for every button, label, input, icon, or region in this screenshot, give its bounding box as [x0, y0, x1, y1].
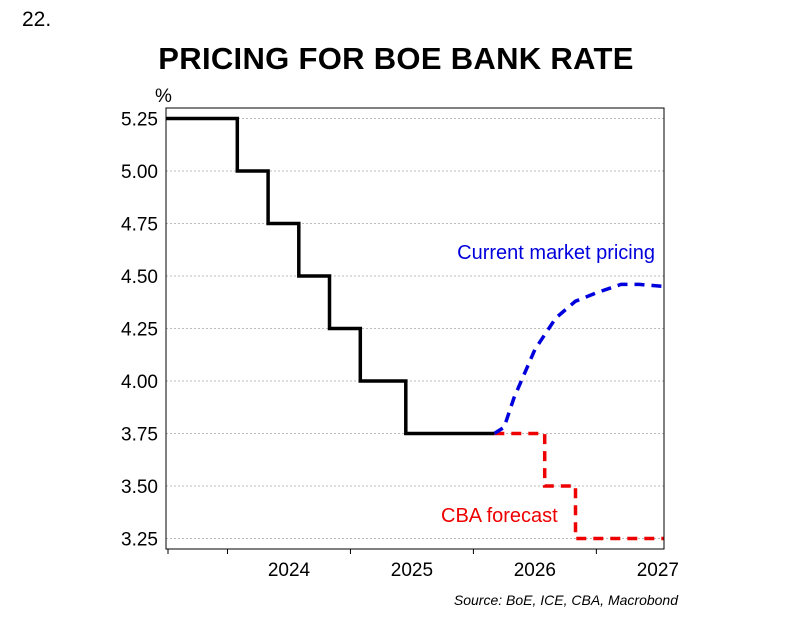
series-lines — [166, 116, 665, 541]
y-tick-label: 4.00 — [121, 372, 158, 393]
y-tick-label: 5.25 — [121, 110, 158, 131]
y-tick-label: 4.50 — [121, 267, 158, 288]
figure-number: 22. — [22, 8, 52, 31]
x-tick-label: 2026 — [514, 560, 556, 581]
y-tick-label: 3.50 — [121, 477, 158, 498]
source-note: Source: BoE, ICE, CBA, Macrobond — [453, 592, 678, 608]
y-tick-label: 5.00 — [121, 162, 158, 183]
y-axis: 5.25 5.00 4.75 4.50 4.25 4.00 3.75 3.50 3.25 — [121, 110, 158, 551]
chart-title: PRICING FOR BOE BANK RATE — [158, 41, 634, 76]
annotations: Current market pricing CBA forecast — [441, 242, 655, 527]
x-tick-label: 2025 — [391, 560, 433, 581]
market-pricing-line — [493, 282, 665, 435]
y-tick-label: 3.75 — [121, 425, 158, 446]
x-tick-label: 2024 — [268, 560, 311, 581]
market-pricing-label: Current market pricing — [457, 242, 655, 264]
plot-frame — [165, 107, 665, 550]
cba-forecast-label: CBA forecast — [441, 505, 558, 527]
y-tick-label: 4.25 — [121, 320, 158, 341]
y-tick-label: 4.75 — [121, 215, 158, 236]
y-tick-label: 3.25 — [121, 530, 158, 551]
x-tick-label: 2027 — [637, 560, 679, 581]
history-line — [166, 116, 495, 436]
grid-lines — [166, 118, 664, 539]
cba-forecast-line — [494, 431, 664, 541]
y-axis-unit: % — [155, 86, 172, 107]
x-axis: 2024 2025 2026 2027 — [167, 549, 679, 581]
